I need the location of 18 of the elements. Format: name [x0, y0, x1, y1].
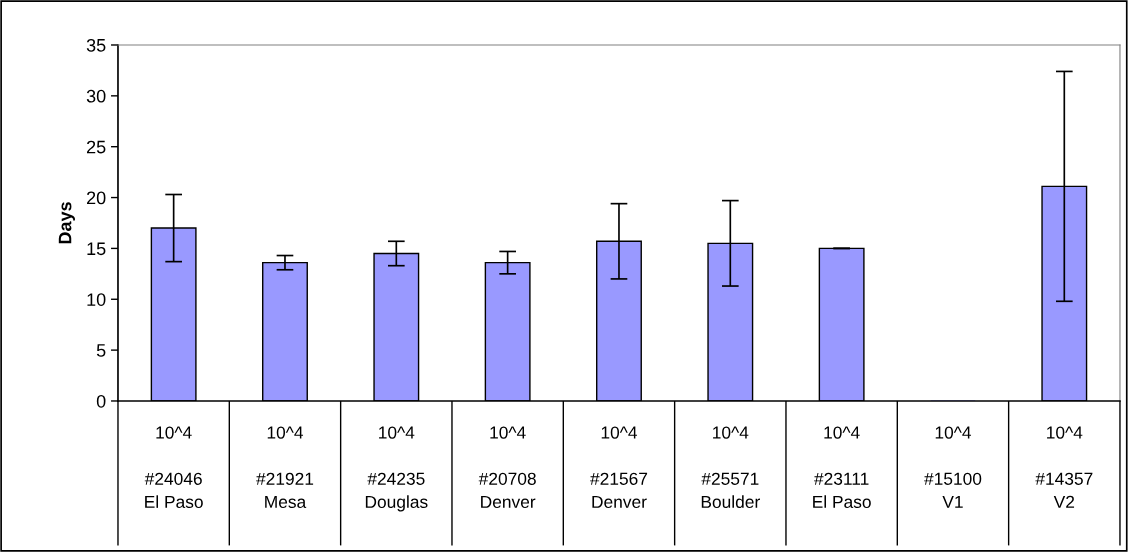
category-label: 10^4 #20708 Denver [478, 426, 536, 509]
category-label: 10^4 #24046 El Paso [144, 426, 203, 509]
category-label: 10^4 #24235 Douglas [365, 426, 428, 512]
y-tick-label: 15 [87, 242, 106, 256]
y-tick-label: 35 [86, 38, 106, 52]
category-label: 10^4 #14357 V2 [1035, 426, 1093, 508]
category-label: 10^4 #21567 Denver [590, 426, 648, 509]
y-tick-label: 10 [87, 293, 106, 306]
y-tick-label: 30 [86, 89, 106, 103]
category-label: 10^4 #21921 Mesa [256, 426, 314, 509]
category-label: 10^4 #25571 Boulder [701, 426, 760, 509]
y-tick-label: 25 [87, 140, 106, 154]
y-axis-title: Days [58, 202, 75, 244]
y-tick-label: 20 [87, 191, 106, 205]
y-tick-label: 0 [96, 394, 106, 408]
category-label: 10^4 #23111 El Paso [813, 426, 871, 509]
y-tick-label: 5 [96, 344, 106, 357]
category-label: 10^4 #15100 V1 [924, 426, 982, 508]
